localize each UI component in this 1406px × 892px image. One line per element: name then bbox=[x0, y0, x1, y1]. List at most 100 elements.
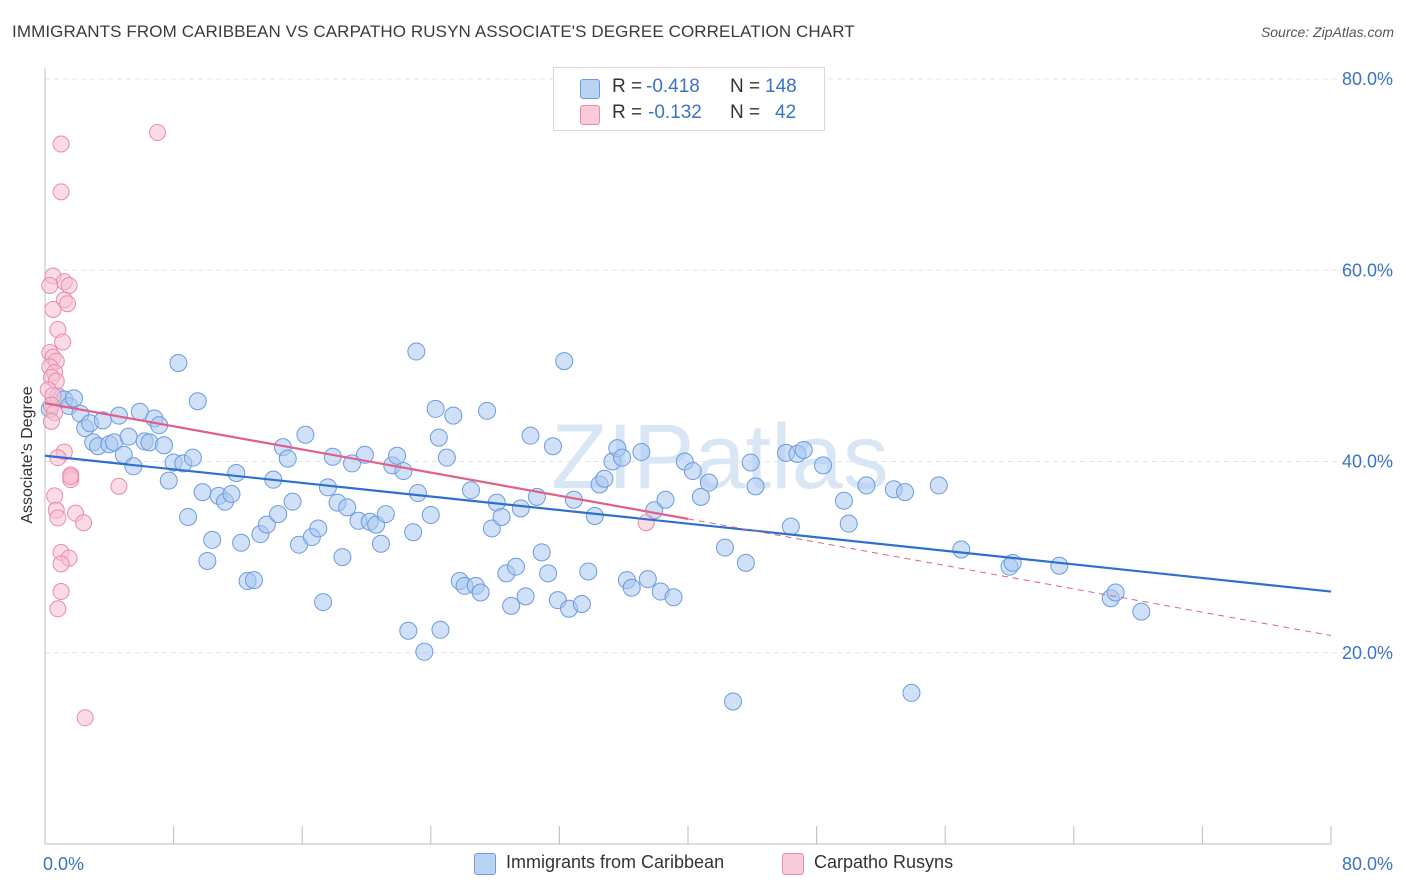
point-carpatho bbox=[42, 412, 60, 430]
point-caribbean bbox=[179, 507, 198, 526]
point-carpatho bbox=[637, 514, 655, 532]
point-caribbean bbox=[154, 436, 173, 455]
point-caribbean bbox=[613, 448, 632, 467]
point-caribbean bbox=[198, 551, 217, 570]
point-caribbean bbox=[724, 692, 743, 711]
point-caribbean bbox=[699, 473, 718, 492]
point-caribbean bbox=[394, 462, 413, 481]
point-caribbean bbox=[532, 543, 551, 562]
point-caribbean bbox=[399, 621, 418, 640]
point-caribbean bbox=[656, 490, 675, 509]
point-caribbean bbox=[1050, 556, 1069, 575]
point-carpatho bbox=[46, 487, 64, 505]
series-swatch-blue bbox=[474, 853, 496, 875]
point-caribbean bbox=[691, 487, 710, 506]
point-caribbean bbox=[555, 352, 574, 371]
point-caribbean bbox=[781, 517, 800, 536]
point-caribbean bbox=[1132, 602, 1151, 621]
series-swatch-pink bbox=[782, 853, 804, 875]
point-caribbean bbox=[338, 498, 357, 517]
point-carpatho bbox=[110, 477, 128, 495]
point-caribbean bbox=[376, 505, 395, 524]
point-caribbean bbox=[444, 406, 463, 425]
point-caribbean bbox=[664, 588, 683, 607]
point-caribbean bbox=[741, 453, 760, 472]
point-caribbean bbox=[896, 483, 915, 502]
point-caribbean bbox=[492, 507, 511, 526]
point-caribbean bbox=[188, 392, 207, 411]
point-carpatho bbox=[52, 183, 70, 201]
point-caribbean bbox=[511, 499, 530, 518]
point-carpatho bbox=[49, 600, 67, 618]
series-name: Carpatho Rusyns bbox=[814, 852, 954, 872]
point-carpatho bbox=[60, 277, 78, 295]
point-caribbean bbox=[269, 505, 288, 524]
point-caribbean bbox=[296, 425, 315, 444]
point-caribbean bbox=[539, 564, 558, 583]
point-caribbean bbox=[622, 578, 641, 597]
point-caribbean bbox=[572, 594, 591, 613]
legend-r-value: -0.132 bbox=[648, 102, 702, 123]
point-caribbean bbox=[169, 354, 188, 373]
point-carpatho bbox=[44, 300, 62, 318]
point-caribbean bbox=[482, 519, 501, 538]
point-caribbean bbox=[506, 557, 525, 576]
point-caribbean bbox=[521, 426, 540, 445]
point-caribbean bbox=[683, 462, 702, 481]
point-caribbean bbox=[1106, 583, 1125, 602]
point-caribbean bbox=[314, 593, 333, 612]
point-caribbean bbox=[595, 469, 614, 488]
trend-line-caribbean bbox=[44, 454, 1332, 593]
point-caribbean bbox=[227, 463, 246, 482]
point-carpatho bbox=[76, 709, 94, 727]
point-caribbean bbox=[404, 523, 423, 542]
point-caribbean bbox=[902, 683, 921, 702]
point-caribbean bbox=[388, 446, 407, 465]
y-tick-label: 60.0% bbox=[1342, 260, 1393, 280]
point-caribbean bbox=[429, 428, 448, 447]
point-caribbean bbox=[543, 437, 562, 456]
point-caribbean bbox=[638, 570, 657, 589]
point-caribbean bbox=[585, 507, 604, 526]
point-caribbean bbox=[159, 471, 178, 490]
point-caribbean bbox=[278, 449, 297, 468]
trend-line-carpatho bbox=[44, 402, 689, 520]
point-caribbean bbox=[244, 571, 263, 590]
point-caribbean bbox=[834, 491, 853, 510]
point-caribbean bbox=[426, 399, 445, 418]
point-carpatho bbox=[52, 583, 70, 601]
point-caribbean bbox=[193, 483, 212, 502]
point-caribbean bbox=[257, 515, 276, 534]
y-tick-label: 20.0% bbox=[1342, 643, 1393, 663]
point-caribbean bbox=[746, 477, 765, 496]
point-carpatho bbox=[52, 555, 70, 573]
point-caribbean bbox=[64, 389, 83, 408]
trend-line-carpatho-extension bbox=[687, 518, 1332, 637]
point-caribbean bbox=[478, 401, 497, 420]
legend-r-label: R = bbox=[612, 102, 643, 123]
point-caribbean bbox=[516, 587, 535, 606]
series-name: Immigrants from Caribbean bbox=[506, 852, 725, 872]
point-caribbean bbox=[632, 442, 651, 461]
legend-n-value: 42 bbox=[775, 102, 797, 123]
point-caribbean bbox=[715, 538, 734, 557]
legend-n-label: N = bbox=[730, 102, 761, 123]
point-caribbean bbox=[415, 642, 434, 661]
point-caribbean bbox=[839, 514, 858, 533]
legend-r-label: R = bbox=[612, 76, 643, 97]
point-caribbean bbox=[232, 533, 251, 552]
point-carpatho bbox=[49, 509, 67, 527]
point-carpatho bbox=[54, 333, 72, 351]
point-caribbean bbox=[952, 540, 971, 559]
legend-n-value: 148 bbox=[765, 76, 797, 97]
x-tick-label: 80.0% bbox=[1342, 854, 1393, 874]
trend-lines bbox=[44, 402, 1332, 637]
source-label: Source: ZipAtlas.com bbox=[1260, 24, 1394, 40]
point-caribbean bbox=[183, 448, 202, 467]
point-carpatho bbox=[62, 468, 80, 486]
legend-n-label: N = bbox=[730, 76, 761, 97]
y-axis-label: Associate's Degree bbox=[19, 386, 36, 524]
point-carpatho bbox=[59, 295, 77, 313]
point-carpatho bbox=[149, 124, 167, 142]
